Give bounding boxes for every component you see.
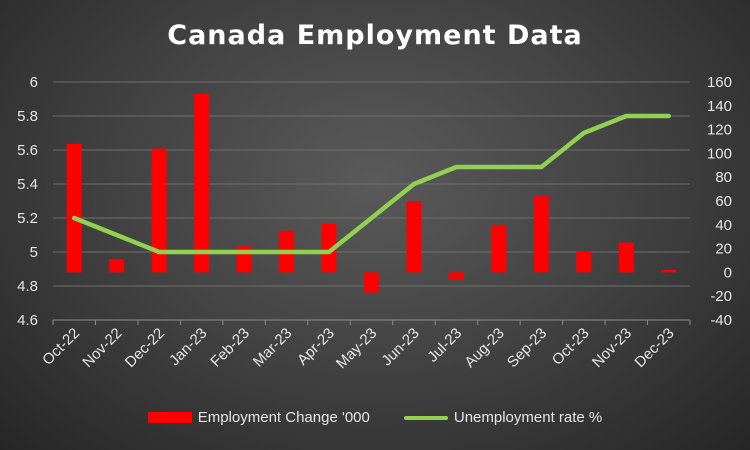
y-left-tick-label: 4.6: [17, 312, 38, 329]
legend-label-unemployment: Unemployment rate %: [453, 409, 603, 426]
y-right-tick-label: 120: [707, 122, 732, 139]
y-right-tick-label: -20: [710, 288, 732, 305]
x-tick-label: Dec-23: [631, 325, 677, 371]
x-tick-label: Jan-23: [166, 325, 210, 369]
y-left-tick-label: 4.8: [17, 278, 38, 295]
x-tick-label: Feb-23: [207, 325, 253, 371]
legend-item-employment: Employment Change '000: [147, 409, 370, 426]
legend-label-employment: Employment Change '000: [197, 409, 370, 426]
x-tick-label: Nov-23: [589, 325, 635, 371]
y-right-tick-label: 40: [715, 217, 732, 234]
bar-employment-change: [533, 196, 549, 273]
y-left-tick-label: 5.4: [17, 176, 38, 193]
bar-employment-change: [491, 224, 507, 273]
chart-title: Canada Employment Data: [167, 20, 583, 51]
x-tick-label: Oct-22: [39, 325, 83, 369]
bar-employment-change: [448, 272, 464, 280]
bar-employment-change: [661, 270, 677, 273]
y-right-tick-label: 100: [707, 145, 732, 162]
y-left-tick-label: 5.6: [17, 142, 38, 159]
y-left-tick-label: 6: [30, 74, 38, 91]
bar-employment-change: [194, 93, 210, 273]
x-tick-label: Aug-23: [462, 325, 508, 371]
x-tick-label: May-23: [333, 325, 380, 372]
y-right-tick-label: 20: [715, 241, 732, 258]
bar-employment-change: [576, 250, 592, 273]
legend-swatch-bar: [147, 412, 192, 423]
line-unemployment-rate: [71, 113, 672, 255]
y-right-tick-label: 0: [724, 264, 732, 281]
x-tick-label: Dec-22: [122, 325, 168, 371]
y-right-tick-label: 60: [715, 193, 732, 210]
x-tick-label: Sep-23: [504, 325, 550, 371]
y-right-tick-label: 140: [707, 98, 732, 115]
x-tick-label: Apr-23: [294, 325, 338, 369]
bar-employment-change: [109, 259, 125, 273]
y-left-tick-label: 5.2: [17, 210, 38, 227]
y-right-tick-label: 80: [715, 169, 732, 186]
bar-employment-change: [321, 223, 337, 273]
x-tick-label: Oct-23: [549, 325, 593, 369]
x-tick-label: Jun-23: [378, 325, 422, 369]
y-left-tick-label: 5.8: [17, 108, 38, 125]
bar-employment-change: [151, 148, 167, 273]
y-left-tick-label: 5: [30, 244, 38, 261]
bar-employment-change: [406, 201, 422, 273]
bar-employment-change: [618, 242, 634, 273]
legend-item-unemployment: Unemployment rate %: [403, 409, 603, 426]
legend-swatch-line: [403, 415, 448, 420]
y-right-tick-label: 160: [707, 74, 732, 91]
x-tick-label: Nov-22: [79, 325, 125, 371]
x-tick-label: Jul-23: [424, 325, 465, 366]
chart-legend: Employment Change '000 Unemployment rate…: [0, 409, 750, 426]
bar-employment-change: [66, 143, 82, 273]
x-tick-label: Mar-23: [250, 325, 296, 371]
bar-employment-change: [364, 272, 379, 293]
y-right-tick-label: -40: [710, 312, 732, 329]
